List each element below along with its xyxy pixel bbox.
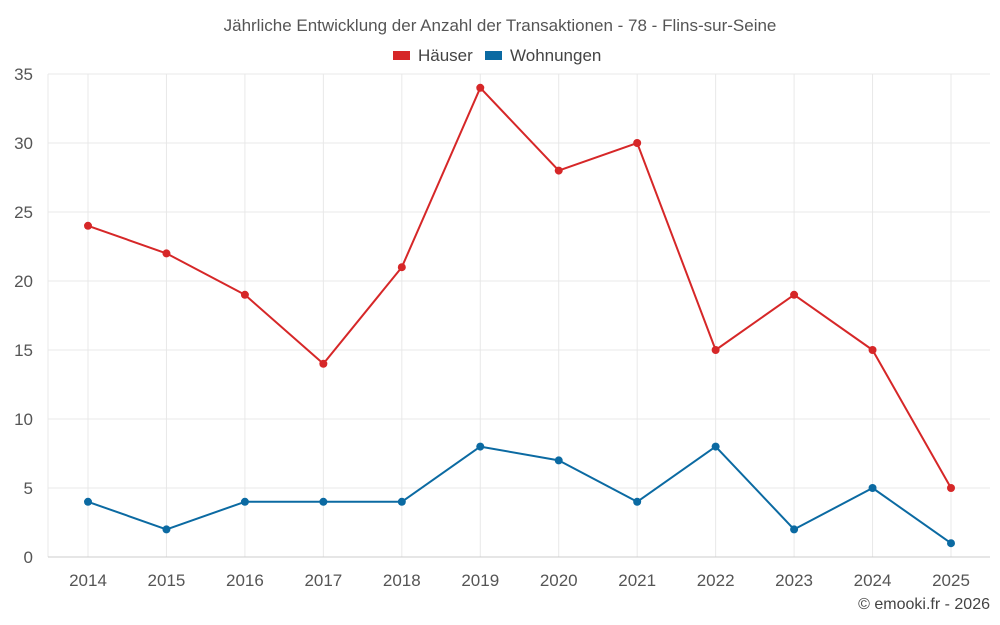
- data-point-wohnungen-2021[interactable]: [633, 497, 642, 506]
- data-point-wohnungen-2024[interactable]: [868, 484, 877, 492]
- x-tick-label: 2022: [697, 571, 735, 590]
- y-tick-label: 0: [24, 548, 33, 567]
- data-point-haeuser-2015[interactable]: [162, 249, 171, 258]
- x-tick-label: 2017: [304, 571, 342, 590]
- series-haeuser: [84, 83, 955, 492]
- series-line-wohnungen: [87, 445, 952, 545]
- data-point-wohnungen-2022[interactable]: [711, 442, 720, 451]
- legend-label-wohnungen: Wohnungen: [510, 46, 601, 65]
- x-tick-label: 2018: [383, 571, 421, 590]
- data-point-haeuser-2014[interactable]: [84, 221, 92, 230]
- data-point-haeuser-2016[interactable]: [240, 290, 249, 299]
- data-point-haeuser-2024[interactable]: [868, 346, 877, 354]
- data-point-wohnungen-2018[interactable]: [397, 497, 406, 506]
- x-tick-label: 2019: [461, 571, 499, 590]
- y-tick-label: 30: [14, 134, 33, 153]
- legend-swatch-wohnungen: [485, 51, 502, 60]
- data-point-haeuser-2022[interactable]: [711, 346, 720, 354]
- data-point-wohnungen-2014[interactable]: [84, 497, 92, 506]
- y-tick-label: 5: [24, 479, 33, 498]
- y-gridlines: [47, 73, 990, 557]
- x-tick-label: 2014: [69, 571, 107, 590]
- data-point-haeuser-2021[interactable]: [633, 139, 642, 147]
- legend-swatch-haeuser: [393, 51, 410, 60]
- x-tick-label: 2024: [854, 571, 892, 590]
- chart-title: Jährliche Entwicklung der Anzahl der Tra…: [224, 16, 777, 35]
- series-wohnungen: [84, 442, 955, 548]
- data-point-haeuser-2023[interactable]: [790, 290, 799, 299]
- y-axis-ticks: 0 5 10 15 20 25 30 35: [14, 65, 33, 567]
- series-line-haeuser: [87, 86, 952, 489]
- x-tick-label: 2021: [618, 571, 656, 590]
- y-tick-label: 35: [14, 65, 33, 84]
- legend-label-haeuser: Häuser: [418, 46, 473, 65]
- data-point-haeuser-2019[interactable]: [476, 83, 485, 92]
- x-tick-label: 2023: [775, 571, 813, 590]
- x-tick-label: 2025: [932, 571, 970, 590]
- credit-text: © emooki.fr - 2026: [858, 596, 990, 613]
- y-tick-label: 15: [14, 341, 33, 360]
- data-point-wohnungen-2019[interactable]: [476, 442, 485, 451]
- series-layer: [84, 83, 955, 548]
- data-point-haeuser-2025[interactable]: [947, 484, 955, 492]
- x-axis-ticks: 2014 2015 2016 2017 2018 2019 2020 2021 2022 2023…: [69, 571, 970, 590]
- y-tick-label: 10: [14, 410, 33, 429]
- y-tick-label: 20: [14, 272, 33, 291]
- data-point-haeuser-2017[interactable]: [319, 359, 328, 368]
- data-point-wohnungen-2017[interactable]: [319, 497, 328, 506]
- data-point-haeuser-2018[interactable]: [397, 263, 406, 272]
- x-tick-label: 2015: [148, 571, 186, 590]
- x-tick-label: 2016: [226, 571, 264, 590]
- data-point-haeuser-2020[interactable]: [554, 166, 563, 175]
- legend: Häuser Wohnungen: [393, 46, 601, 65]
- data-point-wohnungen-2016[interactable]: [240, 497, 249, 506]
- data-point-wohnungen-2025[interactable]: [947, 539, 955, 548]
- data-point-wohnungen-2015[interactable]: [162, 525, 171, 534]
- x-gridlines: [87, 74, 952, 557]
- data-point-wohnungen-2023[interactable]: [790, 525, 799, 534]
- y-tick-label: 25: [14, 203, 33, 222]
- x-tick-label: 2020: [540, 571, 578, 590]
- data-point-wohnungen-2020[interactable]: [554, 456, 563, 465]
